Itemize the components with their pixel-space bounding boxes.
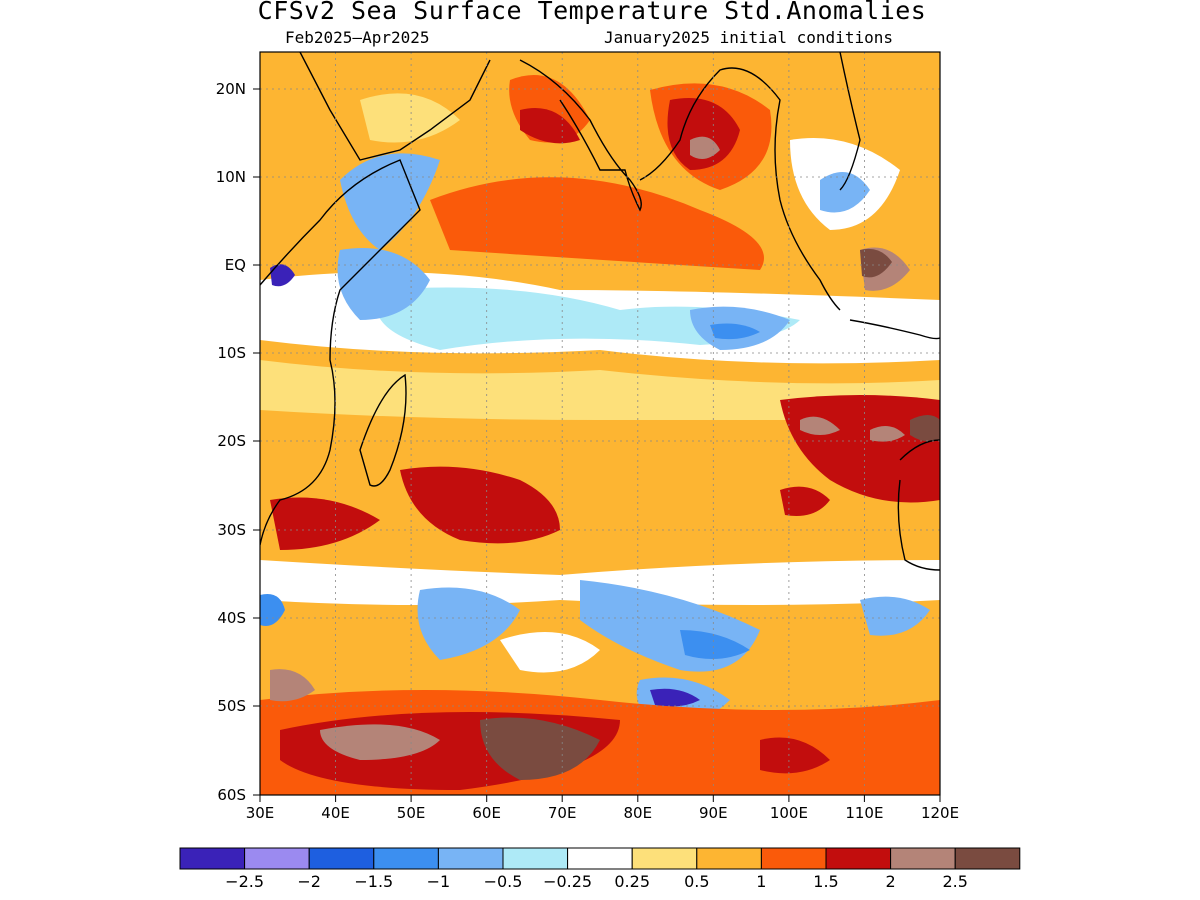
colorbar-swatch — [696, 847, 762, 870]
colorbar-label: −2 — [297, 872, 321, 891]
colorbar-swatch — [825, 847, 892, 870]
colorbar-swatch — [373, 847, 439, 870]
lat-label-20s: 20S — [217, 432, 246, 450]
grid-lines — [260, 52, 940, 795]
colorbar-swatch — [179, 847, 246, 870]
colorbar-label: −0.25 — [543, 872, 593, 891]
lat-label-10n: 10N — [215, 168, 246, 186]
colorbar-label: −2.5 — [225, 872, 265, 891]
lon-label-60e: 60E — [472, 804, 501, 822]
lon-label-120e: 120E — [920, 804, 960, 822]
lat-label-40s: 40S — [217, 609, 246, 627]
lon-label-80e: 80E — [623, 804, 653, 822]
colorbar-swatch — [954, 847, 1021, 870]
lat-label-10s: 10S — [217, 344, 246, 362]
colorbar-label: 2 — [885, 872, 896, 891]
lon-label-50e: 50E — [396, 804, 426, 822]
lat-label-50s: 50S — [217, 697, 246, 715]
forecast-period: Feb2025–Apr2025 — [285, 28, 430, 47]
colorbar-label: 2.5 — [942, 872, 968, 891]
colorbar-swatch — [502, 847, 569, 870]
lon-label-90e: 90E — [699, 804, 728, 822]
colorbar — [179, 847, 1021, 870]
coastlines — [260, 52, 940, 571]
initial-conditions: January2025 initial conditions — [604, 28, 893, 47]
lon-label-70e: 70E — [547, 804, 577, 822]
colorbar-swatch — [760, 847, 827, 870]
colorbar-swatch — [890, 847, 956, 870]
lon-label-110e: 110E — [845, 804, 884, 822]
colorbar-swatch — [437, 847, 504, 870]
colorbar-swatch — [631, 847, 698, 870]
colorbar-label: 0.5 — [684, 872, 710, 891]
lon-label-100e: 100E — [769, 804, 808, 822]
colorbar-label: 1 — [756, 872, 767, 891]
colorbar-label: −0.5 — [483, 872, 523, 891]
colorbar-label: −1.5 — [354, 872, 394, 891]
colorbar-swatch — [567, 847, 633, 870]
lon-label-30e: 30E — [245, 804, 275, 822]
lat-label-60s: 60S — [217, 786, 246, 804]
lat-label-20n: 20N — [215, 80, 246, 98]
colorbar-label: 0.25 — [614, 872, 650, 891]
colorbar-label: 1.5 — [813, 872, 839, 891]
colorbar-swatch — [244, 847, 310, 870]
colorbar-label: −1 — [426, 872, 451, 891]
map-title: CFSv2 Sea Surface Temperature Std.Anomal… — [257, 0, 927, 25]
axis-ticks — [253, 88, 941, 802]
lat-label-30s: 30S — [217, 521, 246, 539]
colorbar-swatch — [308, 847, 375, 870]
anomaly-field — [260, 52, 940, 795]
lon-label-40e: 40E — [321, 804, 350, 822]
lat-label-eq: EQ — [224, 256, 246, 274]
map-frame — [259, 51, 941, 796]
